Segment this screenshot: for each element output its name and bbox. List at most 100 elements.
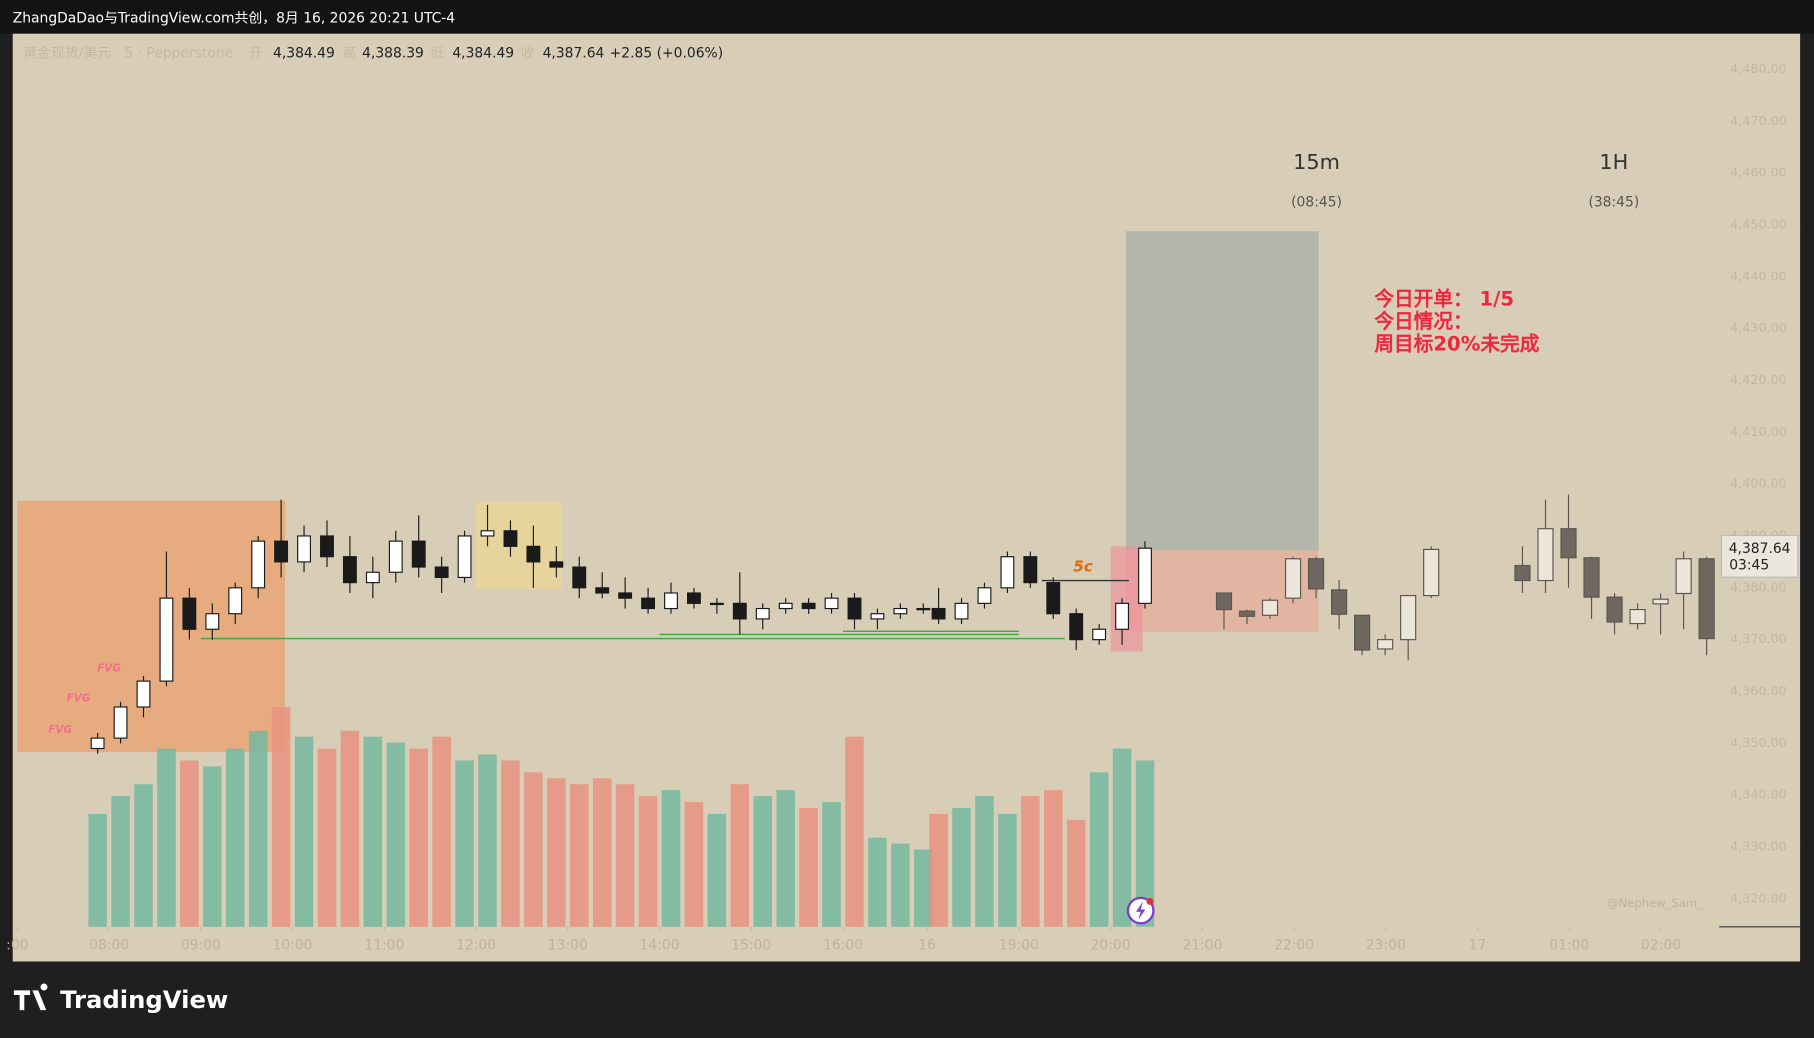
x-tick-label: 08:00: [89, 937, 129, 953]
x-tick-label: 16:00: [823, 937, 863, 953]
x-tick-label: 14:00: [640, 937, 680, 953]
candle-body: [824, 597, 839, 610]
volume-bar: [661, 790, 681, 927]
volume-bar: [88, 813, 107, 927]
volume-bar: [845, 736, 864, 927]
candle-body: [1115, 602, 1130, 630]
x-tick-label: 16: [918, 937, 936, 953]
candle-body: [297, 535, 311, 563]
htf-label: 1H: [1599, 150, 1628, 174]
last-price-box: [1720, 534, 1799, 578]
volume-bar: [501, 760, 520, 927]
htf-timer: (38:45): [1588, 195, 1639, 211]
candle-body: [755, 607, 770, 620]
x-tick-label: 19:00: [999, 937, 1039, 953]
candle-body: [1377, 639, 1394, 650]
candle-body: [595, 587, 610, 594]
last-price-label: 4,387.64: [1729, 541, 1791, 557]
note-line: 周目标20%未完成: [1374, 332, 1539, 355]
candle-body: [916, 607, 931, 611]
x-tick-label: 11:00: [364, 937, 404, 953]
candle-body: [1307, 558, 1325, 590]
volume-bar: [386, 742, 406, 927]
zone: [1125, 231, 1319, 551]
replay-bolt: [1136, 901, 1146, 920]
candle-body: [870, 613, 885, 620]
candle-body: [1046, 582, 1061, 615]
candle-body: [1698, 558, 1715, 640]
x-tick-label: 01:00: [1549, 937, 1589, 953]
zone: [17, 500, 285, 753]
volume-bar: [891, 843, 910, 927]
legend-change: +2.85 (+0.06%): [610, 45, 723, 61]
candle-body: [1400, 594, 1417, 641]
candle-body: [526, 545, 541, 563]
x-tick-label: 23:00: [1366, 937, 1406, 953]
note-line: 今日情况：: [1374, 310, 1472, 333]
volume-bar: [225, 748, 245, 927]
legend-open-label: 开: [249, 45, 263, 61]
volume-bar: [363, 736, 383, 927]
volume-bar: [455, 760, 474, 927]
candle-body: [365, 571, 380, 584]
candle-body: [687, 592, 701, 604]
zone: [476, 502, 562, 589]
x-tick-label: 10:00: [273, 937, 313, 953]
volume-bar: [914, 849, 933, 927]
volume-bar: [432, 736, 451, 927]
candle-body: [893, 607, 908, 615]
candle-body: [274, 540, 289, 563]
candle-body: [457, 535, 472, 579]
brand-icon: [13, 983, 48, 1011]
y-tick-label: 4,450.00: [1730, 216, 1787, 231]
volume-bar: [478, 754, 497, 927]
candle-body: [709, 602, 724, 606]
x-tick-label: 12:00: [456, 937, 496, 953]
annotation: FVG: [67, 693, 91, 705]
y-tick-label: 4,480.00: [1730, 61, 1787, 76]
volume-bar: [638, 796, 658, 927]
candle-body: [1537, 528, 1554, 582]
candle-body: [977, 587, 992, 604]
x-tick-label: 17: [1469, 937, 1487, 953]
volume-bar: [592, 778, 612, 927]
volume-bar: [615, 784, 635, 927]
y-tick-label: 4,460.00: [1730, 165, 1787, 180]
legend-open: 4,384.49: [273, 45, 335, 61]
candle-body: [228, 587, 243, 615]
candle-body: [1330, 589, 1348, 615]
note-line: 今日开单： 1/5: [1374, 287, 1514, 310]
legend-close-label: 收: [521, 45, 535, 61]
candle-body: [931, 607, 946, 620]
y-tick-label: 4,360.00: [1730, 683, 1787, 698]
volume-bar: [1021, 796, 1040, 927]
x-tick-label: 15:00: [731, 937, 771, 953]
volume-bar: [929, 813, 948, 927]
plot: 黄金现货/美元 · 5 · Pepperstone 开 4,384.49 高 4,388…: [6, 44, 1801, 953]
candle-body: [1138, 547, 1152, 604]
candle-body: [618, 592, 633, 599]
volume-bar: [1135, 760, 1155, 927]
volume-bar: [134, 784, 153, 927]
candle-body: [1629, 608, 1646, 625]
replay-icon[interactable]: [1126, 896, 1155, 925]
volume-bar: [822, 802, 841, 927]
x-tick-label: 20:00: [1091, 937, 1131, 953]
y-tick-label: 4,350.00: [1730, 735, 1787, 750]
candle-body: [1514, 564, 1531, 582]
annotation: FVG: [48, 724, 72, 736]
volume-bar: [317, 748, 337, 927]
annotation: 5c: [1073, 558, 1092, 576]
volume-bar: [570, 784, 589, 927]
candle-body: [1675, 558, 1692, 595]
legend-high-label: 高: [342, 44, 356, 61]
volume-bar: [975, 796, 994, 927]
y-tick-label: 4,440.00: [1730, 268, 1787, 283]
candle-body: [1652, 598, 1669, 605]
candle-body: [1423, 548, 1440, 597]
htf-label: 15m: [1293, 150, 1340, 174]
volume-bar: [111, 796, 130, 927]
x-tick-label: 09:00: [181, 937, 221, 953]
volume-bar: [180, 760, 199, 927]
